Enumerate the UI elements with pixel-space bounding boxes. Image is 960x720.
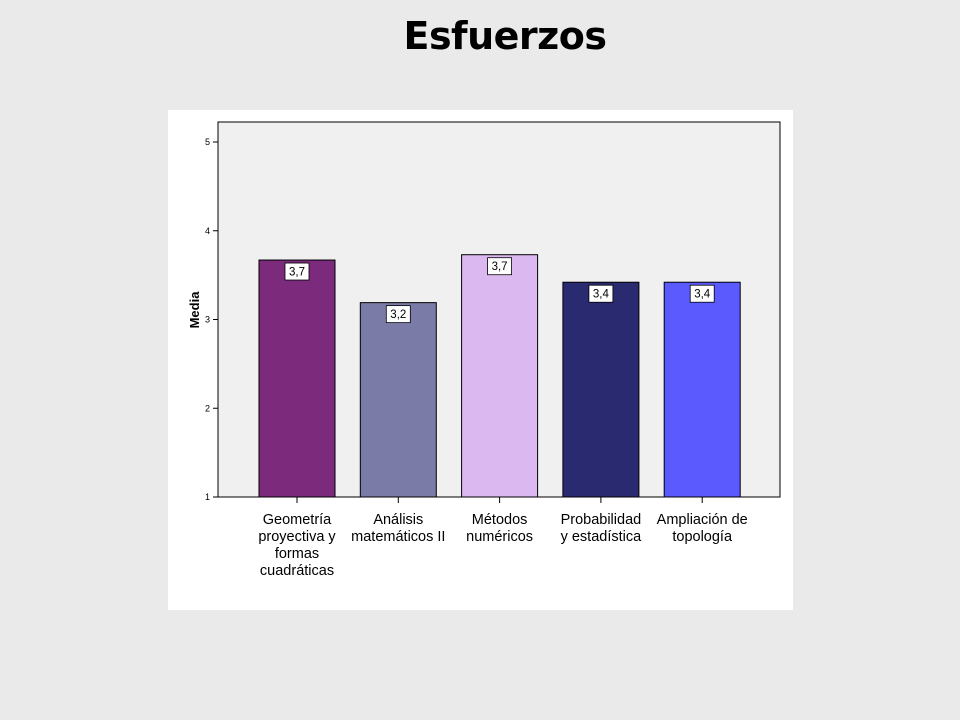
x-tick-label: Geometría proyectiva y formas cuadráticas — [258, 512, 336, 579]
y-axis-label: Media — [187, 291, 202, 329]
data-label-box — [385, 305, 411, 324]
data-label: 3,2 — [390, 309, 406, 321]
y-axis: 1 2 3 4 5 — [205, 137, 218, 502]
bar — [359, 302, 437, 498]
data-label: 3,4 — [694, 289, 711, 301]
bar-chart: 1 2 3 4 5 3,7 3,2 3,7 3,4 3,4 Geometría proyectiv… — [187, 121, 781, 579]
bar — [461, 254, 539, 498]
data-label-box — [487, 257, 513, 276]
y-tick-label: 2 — [205, 403, 210, 413]
bar — [663, 281, 741, 498]
data-label-box — [588, 284, 614, 303]
x-tick-label: Métodos numéricos — [466, 512, 533, 545]
x-tick-label: Ampliación de topología — [657, 512, 748, 545]
data-labels: 3,7 3,2 3,7 3,4 3,4 — [284, 257, 715, 324]
slide-title: Esfuerzos — [403, 14, 607, 58]
y-tick-label: 4 — [205, 226, 210, 236]
x-tick-label: Análisis matemáticos II — [351, 512, 445, 545]
data-label: 3,4 — [593, 289, 610, 301]
bar — [258, 259, 336, 498]
bars — [258, 254, 741, 498]
data-label: 3,7 — [289, 267, 305, 279]
y-tick-label: 3 — [205, 315, 210, 325]
x-tick-label: Probabilidad y estadística — [561, 512, 643, 545]
chart-panel: 1 2 3 4 5 3,7 3,2 3,7 3,4 3,4 Geometría proyectiv… — [168, 110, 793, 610]
x-axis-categories: Geometría proyectiva y formas cuadráticas An… — [258, 497, 748, 579]
data-label-box — [284, 262, 310, 281]
data-label-box — [689, 284, 715, 303]
y-tick-label: 5 — [205, 137, 210, 147]
data-label: 3,7 — [492, 261, 508, 273]
bar — [562, 281, 640, 498]
y-tick-label: 1 — [205, 492, 210, 502]
